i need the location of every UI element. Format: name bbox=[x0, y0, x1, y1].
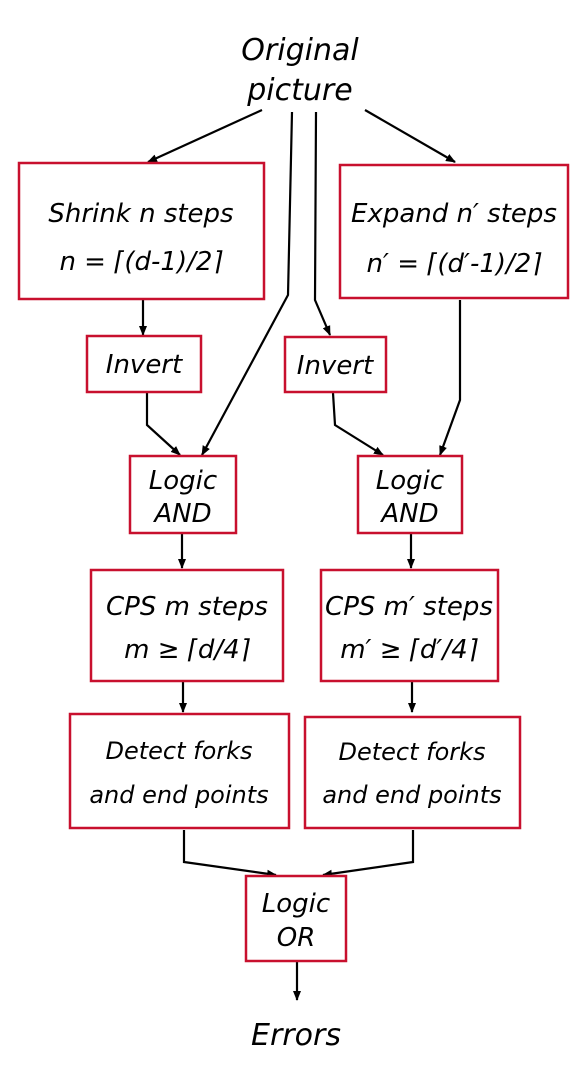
original-label-line1: Original bbox=[241, 33, 359, 68]
left-invert-label: Invert bbox=[106, 350, 183, 380]
node-right-detect: Detect forks and end points bbox=[303, 715, 522, 830]
left-cps-line1: CPS m steps bbox=[106, 592, 268, 622]
or-line2: OR bbox=[277, 923, 316, 953]
node-errors: Errors bbox=[251, 1018, 341, 1053]
node-shrink: Shrink n steps n = ⌈(d-1)/2⌉ bbox=[17, 161, 266, 301]
left-and-box bbox=[128, 454, 238, 535]
edge-original-to-left-and bbox=[201, 111, 294, 456]
left-and-line1: Logic bbox=[149, 466, 217, 496]
node-expand: Expand n′ steps n′ = ⌈(d′-1)/2⌉ bbox=[338, 163, 570, 300]
node-right-invert: Invert bbox=[283, 335, 388, 394]
edge-right-invert-to-right-and bbox=[331, 392, 384, 456]
edge-original-to-shrink bbox=[147, 108, 263, 164]
edge-original-to-right-invert bbox=[313, 111, 332, 336]
right-cps-line1: CPS m′ steps bbox=[325, 592, 493, 622]
or-line1: Logic bbox=[262, 889, 330, 919]
expand-line1: Expand n′ steps bbox=[351, 199, 557, 229]
edge-invert-to-left-and bbox=[145, 393, 181, 456]
errors-label: Errors bbox=[251, 1018, 341, 1053]
edge-original-to-expand bbox=[364, 109, 456, 163]
node-right-and: Logic AND bbox=[356, 454, 464, 535]
right-cps-box bbox=[319, 568, 500, 683]
right-cps-line2: m′ ≥ ⌈d′/4⌉ bbox=[340, 635, 478, 665]
right-and-box bbox=[356, 454, 464, 535]
left-and-line2: AND bbox=[152, 499, 211, 529]
left-cps-box bbox=[89, 568, 285, 683]
left-detect-line1: Detect forks bbox=[105, 737, 252, 765]
edge-right-detect-to-or bbox=[322, 830, 415, 878]
right-invert-box bbox=[283, 335, 388, 394]
node-left-cps: CPS m steps m ≥ ⌈d/4⌉ bbox=[89, 568, 285, 683]
node-left-and: Logic AND bbox=[128, 454, 238, 535]
left-detect-line2: and end points bbox=[89, 781, 268, 809]
right-and-line1: Logic bbox=[376, 466, 444, 496]
node-logic-or: Logic OR bbox=[244, 874, 348, 963]
right-invert-label: Invert bbox=[297, 351, 374, 381]
left-invert-box bbox=[85, 334, 203, 394]
edges bbox=[139, 108, 462, 1001]
right-detect-line1: Detect forks bbox=[338, 738, 485, 766]
shrink-box bbox=[17, 161, 266, 301]
or-box bbox=[244, 874, 348, 963]
left-detect-box bbox=[68, 712, 291, 830]
left-cps-line2: m ≥ ⌈d/4⌉ bbox=[124, 635, 251, 665]
node-left-invert: Invert bbox=[85, 334, 203, 394]
shrink-line1: Shrink n steps bbox=[48, 199, 233, 229]
node-right-cps: CPS m′ steps m′ ≥ ⌈d′/4⌉ bbox=[319, 568, 500, 683]
node-original-picture: Original picture bbox=[241, 33, 359, 108]
right-and-line2: AND bbox=[379, 499, 438, 529]
right-detect-box bbox=[303, 715, 522, 830]
expand-box bbox=[338, 163, 570, 300]
right-detect-line2: and end points bbox=[322, 781, 501, 809]
original-label-line2: picture bbox=[246, 73, 352, 108]
node-left-detect: Detect forks and end points bbox=[68, 712, 291, 830]
edge-left-detect-to-or bbox=[182, 830, 277, 878]
expand-line2: n′ = ⌈(d′-1)/2⌉ bbox=[367, 249, 543, 279]
edge-expand-to-right-and bbox=[438, 300, 462, 456]
shrink-line2: n = ⌈(d-1)/2⌉ bbox=[59, 247, 223, 277]
